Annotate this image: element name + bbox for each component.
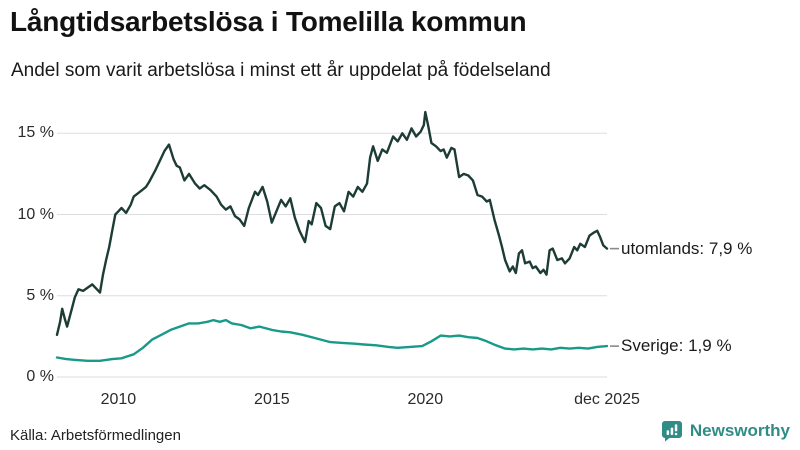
bar-chart-bubble-icon bbox=[661, 421, 682, 442]
source-note: Källa: Arbetsförmedlingen bbox=[10, 427, 181, 444]
chart-subtitle: Andel som varit arbetslösa i minst ett å… bbox=[11, 60, 551, 81]
x-tick-label: 2015 bbox=[254, 391, 290, 408]
series-end-label-utomlands: utomlands: 7,9 % bbox=[621, 238, 753, 258]
x-tick-label: 2020 bbox=[407, 391, 444, 408]
y-tick-label: 15 % bbox=[17, 124, 54, 142]
x-tick-label: 2010 bbox=[100, 391, 137, 408]
newsworthy-logo-text: Newsworthy bbox=[689, 421, 790, 440]
y-tick-label: 10 % bbox=[17, 205, 54, 223]
y-tick-label: 0 % bbox=[26, 368, 54, 385]
series-line-utomlands bbox=[55, 110, 609, 336]
x-tick-label: dec 2025 bbox=[574, 391, 640, 408]
series-line-Sverige bbox=[55, 318, 609, 362]
series-end-label-Sverige: Sverige: 1,9 % bbox=[621, 336, 732, 356]
y-tick-label: 5 % bbox=[26, 286, 54, 304]
newsworthy-logo: Newsworthy bbox=[660, 419, 790, 443]
chart-title: Långtidsarbetslösa i Tomelilla kommun bbox=[10, 6, 527, 37]
